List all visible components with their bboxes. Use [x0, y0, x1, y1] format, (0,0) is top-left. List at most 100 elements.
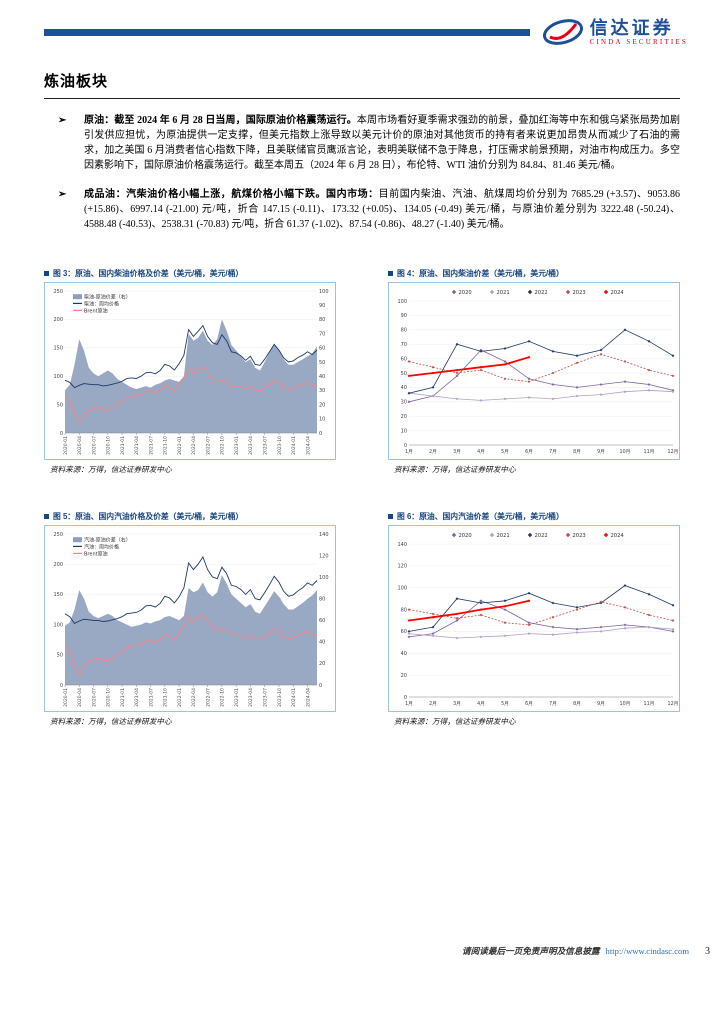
svg-text:80: 80: [401, 607, 407, 613]
svg-text:2022-01: 2022-01: [177, 688, 183, 707]
svg-text:2021-04: 2021-04: [134, 436, 140, 455]
svg-text:30: 30: [319, 388, 325, 394]
svg-text:1月: 1月: [405, 449, 413, 455]
svg-text:0: 0: [319, 683, 322, 689]
svg-text:2020-10: 2020-10: [106, 436, 112, 455]
figure-4-title: 图 4：原油、国内柴油价差（美元/桶，美元/桶）: [388, 268, 680, 279]
figure-6: 图 6：原油、国内汽油价差（美元/桶，美元/桶） 0 20 40 60 80 100 120…: [388, 511, 680, 727]
svg-text:60: 60: [319, 346, 325, 352]
svg-text:4月: 4月: [477, 701, 485, 707]
figure-6-title: 图 6：原油、国内汽油价差（美元/桶，美元/桶）: [388, 511, 680, 522]
figure-3-chart: 0 50 100 150 200 250 0 10 20 30 40 50 60 70 80 90 100 202…: [53, 289, 328, 455]
svg-text:100: 100: [53, 622, 63, 628]
svg-text:50: 50: [57, 653, 63, 659]
svg-text:0: 0: [60, 431, 63, 437]
svg-text:50: 50: [57, 402, 63, 408]
svg-text:50: 50: [401, 371, 407, 377]
svg-text:3月: 3月: [453, 701, 461, 707]
svg-text:汽油-原油价差（右）: 汽油-原油价差（右）: [84, 537, 131, 544]
logo-text-cn: 信达证券: [589, 18, 674, 38]
svg-text:2024-01: 2024-01: [291, 688, 297, 707]
page-header: 信达证券 CINDA SECURITIES: [44, 12, 686, 62]
title-square-icon: [388, 271, 393, 276]
svg-text:8月: 8月: [573, 701, 581, 707]
svg-text:3月: 3月: [453, 449, 461, 455]
figure-5-source: 资料来源：万得，信达证券研发中心: [50, 717, 172, 726]
svg-text:2023-01: 2023-01: [234, 688, 240, 707]
svg-text:2021: 2021: [497, 533, 510, 539]
svg-text:60: 60: [401, 629, 407, 635]
bullet-arrow-icon: ➢: [58, 189, 67, 200]
figure-6-chart: 0 20 40 60 80 100 120 140 1月 2月 3月 4月 5月 6月 7月 8月 9月 10月 1…: [397, 532, 679, 707]
figure-6-box: 0 20 40 60 80 100 120 140 1月 2月 3月 4月 5月 6月 7月 8月 9月 10月 1…: [388, 525, 680, 712]
charts-grid: 图 3：原油、国内柴油价格及价差（美元/桶，美元/桶） 0 50 100 150 200…: [44, 268, 680, 727]
figure-4: 图 4：原油、国内柴油价差（美元/桶，美元/桶） 0 10 20 30 40 50 60 70…: [388, 268, 680, 475]
svg-text:2023-10: 2023-10: [277, 688, 283, 707]
svg-text:20: 20: [401, 414, 407, 420]
svg-text:10月: 10月: [620, 449, 631, 455]
svg-text:2023-04: 2023-04: [248, 688, 254, 707]
svg-text:200: 200: [53, 562, 63, 568]
bullet-crude-oil: ➢ 原油：截至 2024 年 6 月 28 日当周，国际原油价格震荡运行。本周市…: [44, 113, 680, 173]
svg-text:10月: 10月: [620, 701, 631, 707]
figure-4-chart: 0 10 20 30 40 50 60 70 80 90 100 1月 2月 3月 4月 5月 6月 7月 8月 9月…: [397, 289, 679, 455]
footer-url-link[interactable]: http://www.cindasc.com: [605, 946, 689, 956]
svg-text:2022-07: 2022-07: [205, 688, 211, 707]
svg-text:20: 20: [401, 673, 407, 679]
svg-text:2020-01: 2020-01: [63, 688, 69, 707]
svg-text:80: 80: [319, 597, 325, 603]
figure-3-source: 资料来源：万得，信达证券研发中心: [50, 465, 172, 474]
svg-text:80: 80: [401, 328, 407, 334]
svg-text:100: 100: [397, 586, 407, 592]
svg-text:2024-04: 2024-04: [305, 688, 311, 707]
svg-text:40: 40: [319, 374, 325, 380]
svg-text:80: 80: [319, 317, 325, 323]
figure-3-title: 图 3：原油、国内柴油价格及价差（美元/桶，美元/桶）: [44, 268, 336, 279]
logo-text-en: CINDA SECURITIES: [589, 38, 688, 46]
svg-text:10: 10: [401, 428, 407, 434]
svg-text:12月: 12月: [668, 701, 679, 707]
svg-text:2021-07: 2021-07: [148, 688, 154, 707]
section-title: 炼油板块: [44, 73, 109, 90]
svg-text:2021: 2021: [497, 290, 510, 296]
svg-text:100: 100: [319, 575, 329, 581]
svg-text:2020: 2020: [459, 533, 472, 539]
svg-text:70: 70: [319, 331, 325, 337]
svg-text:200: 200: [53, 317, 63, 323]
svg-text:12月: 12月: [668, 449, 679, 455]
svg-text:5月: 5月: [501, 701, 509, 707]
svg-text:40: 40: [401, 385, 407, 391]
svg-text:0: 0: [319, 431, 322, 437]
svg-text:90: 90: [319, 303, 325, 309]
svg-text:2022-10: 2022-10: [220, 688, 226, 707]
summary-bullets: ➢ 原油：截至 2024 年 6 月 28 日当周，国际原油价格震荡运行。本周市…: [44, 113, 680, 232]
title-divider: [44, 98, 680, 99]
svg-text:0: 0: [404, 695, 407, 701]
svg-text:2021-10: 2021-10: [163, 688, 169, 707]
footer-disclaimer: 请阅读最后一页免责声明及信息披露: [462, 946, 600, 956]
svg-text:8月: 8月: [573, 449, 581, 455]
svg-text:2022-10: 2022-10: [220, 436, 226, 455]
bullet-refined-products-body: 目前国内柴油、汽油、航煤周均价分别为 7685.29 (+3.57)、9053.…: [84, 189, 680, 230]
svg-text:2021-10: 2021-10: [163, 436, 169, 455]
svg-text:2021-04: 2021-04: [134, 688, 140, 707]
svg-text:20: 20: [319, 402, 325, 408]
bullet-refined-products: ➢ 成品油：汽柴油价格小幅上涨，航煤价格小幅下跌。国内市场：目前国内柴油、汽油、…: [44, 187, 680, 232]
svg-text:柴油：周均价格: 柴油：周均价格: [84, 301, 119, 308]
svg-text:11月: 11月: [644, 449, 655, 455]
svg-text:7月: 7月: [549, 449, 557, 455]
svg-text:2023: 2023: [573, 533, 586, 539]
svg-text:2020: 2020: [459, 290, 472, 296]
svg-text:40: 40: [401, 651, 407, 657]
svg-text:2020-10: 2020-10: [106, 688, 112, 707]
header-rule: [44, 29, 530, 36]
svg-text:11月: 11月: [644, 701, 655, 707]
svg-text:2024: 2024: [611, 533, 625, 539]
svg-text:60: 60: [319, 618, 325, 624]
svg-text:10: 10: [319, 417, 325, 423]
svg-text:0: 0: [404, 443, 407, 449]
svg-text:2020-04: 2020-04: [77, 688, 83, 707]
svg-text:Brent原油: Brent原油: [84, 551, 108, 558]
figure-5: 图 5：原油、国内汽油价格及价差（美元/桶，美元/桶） 0 50 100 150 200…: [44, 511, 336, 727]
svg-text:2020-07: 2020-07: [91, 688, 97, 707]
